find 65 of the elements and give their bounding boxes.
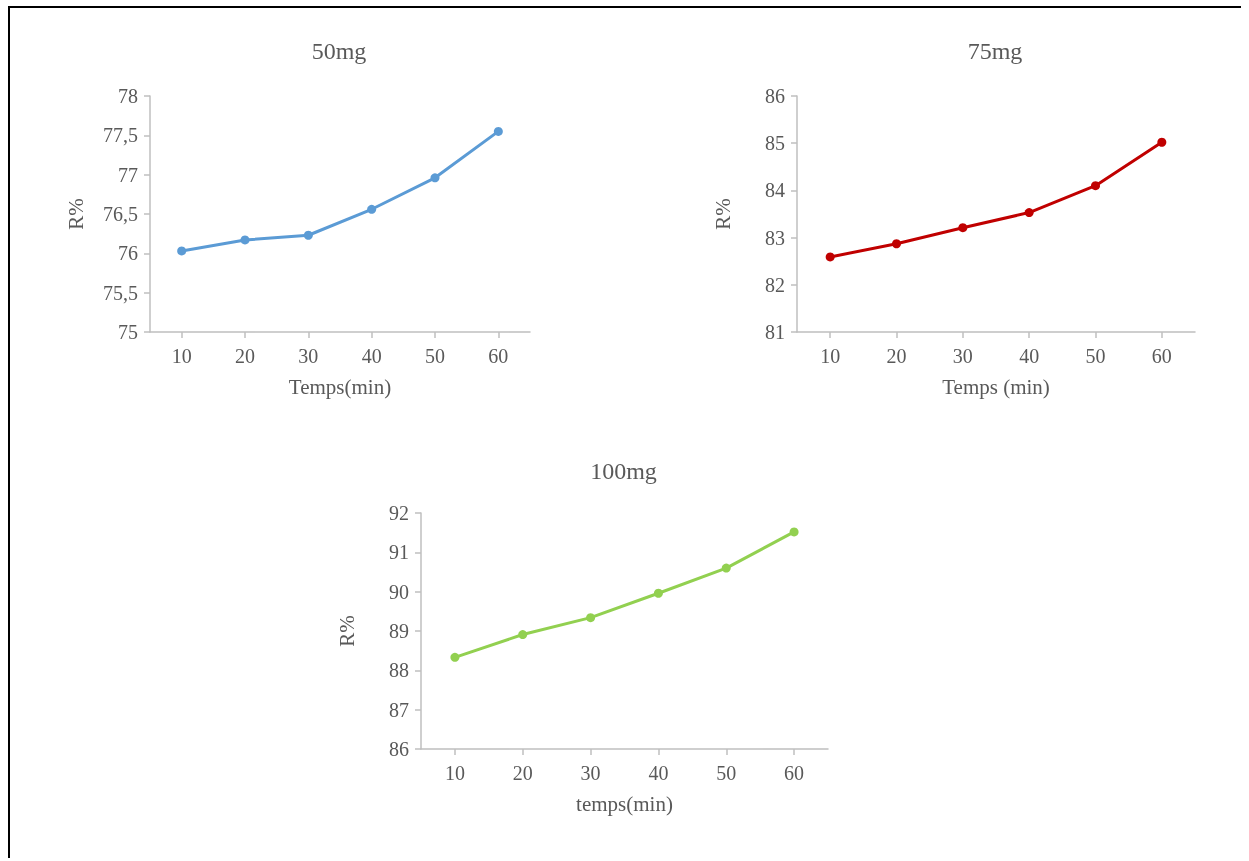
x-tick-label: 20	[512, 762, 533, 784]
y-tick-label: 92	[389, 502, 409, 524]
x-tick-label: 50	[1085, 345, 1106, 367]
point	[1024, 208, 1034, 218]
x-tick-label: 10	[444, 762, 465, 784]
point	[177, 246, 187, 256]
x-tick-label: 10	[171, 345, 192, 367]
x-tick-label: 20	[235, 345, 255, 367]
chart-title: 100mg	[590, 458, 657, 484]
x-tick-label: 30	[298, 345, 319, 367]
point	[892, 239, 901, 249]
x-tick-label: 10	[820, 345, 841, 367]
chart-title: 50mg	[311, 38, 367, 64]
x-tick-label: 60	[488, 345, 509, 367]
x-tick-label: 30	[952, 345, 973, 367]
y-tick-label: 75	[118, 321, 138, 343]
y-tick-label: 81	[765, 321, 785, 343]
x-tick-label: 40	[648, 762, 669, 784]
point	[825, 252, 835, 262]
y-axis-title: R%	[63, 198, 88, 230]
y-tick-label: 89	[389, 620, 409, 642]
y-tick-label: 77	[118, 163, 138, 186]
point	[518, 630, 528, 640]
point	[653, 588, 663, 598]
y-tick-label: 78	[118, 85, 138, 107]
x-tick-label: 40	[361, 345, 382, 367]
point	[450, 652, 460, 662]
y-tick-label: 84	[765, 179, 785, 202]
point	[303, 230, 313, 240]
x-axis-title: temps(min)	[576, 791, 673, 816]
y-tick-label: 82	[765, 273, 785, 296]
x-tick-label: 30	[580, 762, 601, 784]
y-tick-label: 91	[389, 541, 409, 564]
x-tick-label: 60	[1151, 345, 1172, 367]
y-tick-label: 76	[118, 242, 138, 265]
x-tick-label: 40	[1019, 345, 1040, 367]
y-axis-title: R%	[334, 615, 359, 647]
y-tick-label: 87	[389, 698, 409, 721]
x-tick-label: 50	[425, 345, 445, 367]
point	[240, 235, 250, 245]
point	[721, 563, 731, 573]
x-tick-label: 60	[784, 762, 805, 784]
x-axis-title: Temps (min)	[942, 374, 1050, 399]
x-tick-label: 50	[716, 762, 737, 784]
chart-title: 75mg	[967, 38, 1023, 64]
y-tick-label: 88	[389, 659, 409, 682]
y-axis-title: R%	[710, 198, 735, 230]
point	[958, 223, 968, 233]
y-tick-label: 85	[765, 132, 785, 155]
point	[1157, 137, 1167, 147]
point	[789, 527, 799, 537]
y-tick-label: 76,5	[103, 203, 138, 225]
point	[493, 126, 503, 136]
y-tick-label: 75,5	[103, 281, 138, 304]
point	[1091, 181, 1100, 191]
x-axis-title: Temps(min)	[288, 374, 392, 399]
y-tick-label: 86	[389, 738, 409, 760]
point	[586, 613, 596, 623]
x-tick-label: 20	[886, 345, 907, 367]
point	[367, 204, 377, 214]
y-tick-label: 90	[389, 580, 409, 603]
y-tick-label: 77,5	[103, 124, 138, 147]
y-tick-label: 86	[765, 85, 785, 107]
point	[430, 173, 440, 183]
y-tick-label: 83	[765, 226, 785, 249]
